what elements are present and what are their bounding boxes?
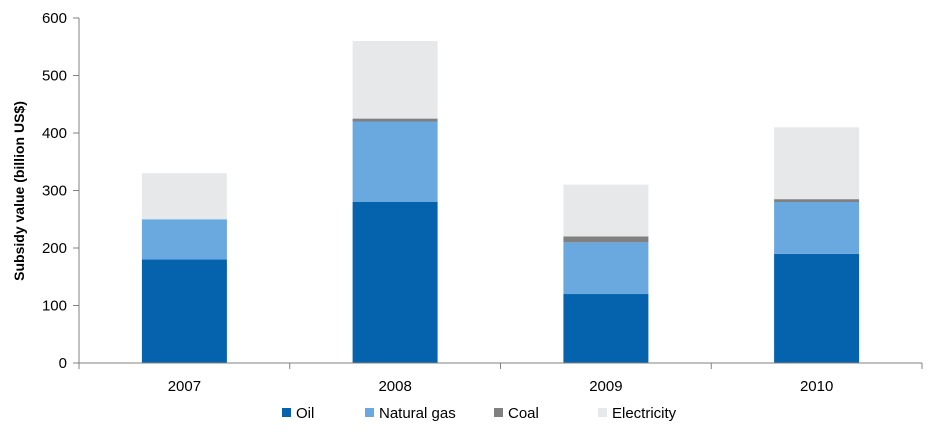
x-tick-label-2008: 2008 — [378, 378, 411, 395]
bars-group — [141, 41, 860, 364]
legend-label-oil: Oil — [296, 405, 314, 422]
y-tick-label-300: 300 — [42, 183, 67, 200]
y-tick-label-0: 0 — [59, 355, 67, 372]
bar-segment-oil-2008 — [352, 202, 438, 363]
bar-segment-natural-gas-2008 — [352, 121, 438, 202]
x-tick-label-2007: 2007 — [168, 378, 201, 395]
y-tick-label-200: 200 — [42, 240, 67, 257]
bar-segment-oil-2009 — [563, 294, 649, 363]
legend-swatch-natural-gas — [365, 408, 374, 417]
axes-group: 0 100 200 300 400 500 600 2007 2008 2009 2010 — [42, 10, 923, 395]
legend-swatch-electricity — [598, 408, 607, 417]
bar-segment-electricity-2008 — [352, 41, 438, 119]
bar-segment-electricity-2009 — [563, 184, 649, 237]
bar-segment-natural-gas-2009 — [563, 242, 649, 295]
legend-label-natural-gas: Natural gas — [379, 405, 456, 422]
bar-segment-natural-gas-2007 — [141, 219, 227, 260]
x-tick-label-2009: 2009 — [589, 378, 622, 395]
legend-swatch-oil — [282, 408, 291, 417]
bar-segment-electricity-2010 — [774, 127, 860, 200]
bar-segment-coal-2010 — [774, 199, 860, 202]
bar-segment-electricity-2007 — [141, 173, 227, 220]
y-tick-label-100: 100 — [42, 298, 67, 315]
bar-segment-natural-gas-2010 — [774, 202, 860, 254]
legend-label-electricity: Electricity — [612, 405, 677, 422]
legend: Oil Natural gas Coal Electricity — [282, 405, 677, 422]
bar-segment-coal-2009 — [563, 236, 649, 243]
legend-label-coal: Coal — [508, 405, 539, 422]
bar-segment-oil-2010 — [774, 253, 860, 364]
y-axis-label: Subsidy value (billion US$) — [11, 101, 27, 281]
bar-segment-oil-2007 — [141, 259, 227, 363]
y-tick-label-600: 600 — [42, 10, 67, 27]
x-tick-label-2010: 2010 — [800, 378, 833, 395]
y-tick-label-400: 400 — [42, 125, 67, 142]
legend-swatch-coal — [494, 408, 503, 417]
y-tick-label-500: 500 — [42, 68, 67, 85]
bar-segment-coal-2008 — [352, 118, 438, 122]
